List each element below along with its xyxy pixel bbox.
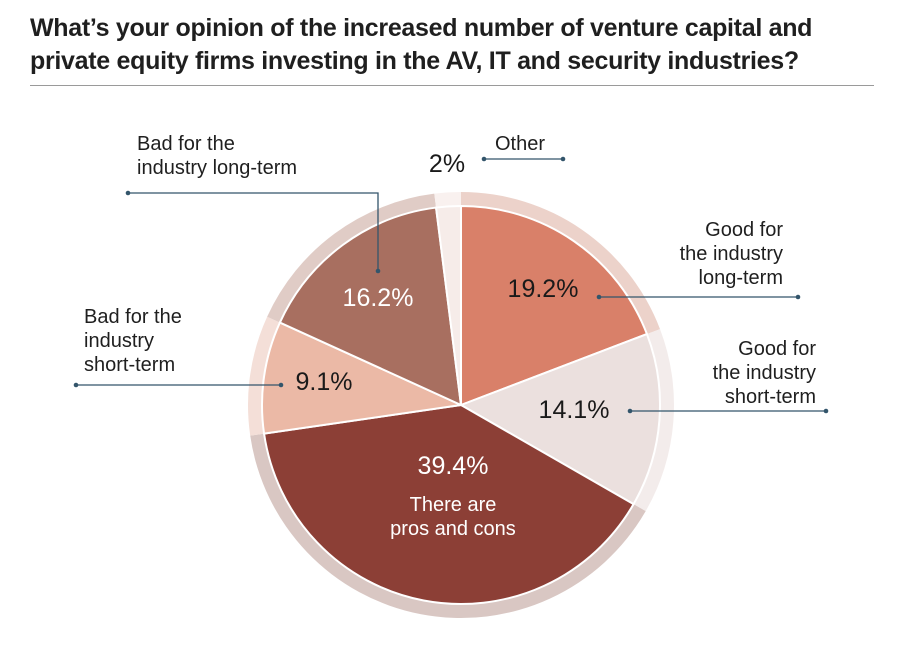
pie-slices (261, 204, 661, 605)
category-label-1-line-0: Good for (738, 338, 816, 360)
chart-title-line-2: private equity firms investing in the AV… (30, 47, 799, 75)
category-label-1-line-2: short-term (725, 386, 816, 408)
leader-dot-3-0 (73, 382, 79, 388)
leader-dot-5-1 (560, 156, 566, 162)
chart-title: What’s your opinion of the increased num… (30, 12, 880, 78)
title-divider (30, 85, 874, 86)
leader-dot-4-0 (125, 190, 131, 196)
value-label-0: 19.2% (508, 275, 579, 303)
value-label-4: 16.2% (343, 284, 414, 312)
leader-line-4 (128, 192, 379, 271)
category-label-4-line-0: Bad for the (137, 133, 235, 155)
pie-slice-2 (262, 403, 635, 605)
leader-dot-4-1 (375, 268, 381, 274)
category-label-2-line-1: pros and cons (390, 518, 516, 540)
category-label-4-line-1: industry long-term (137, 157, 297, 179)
pie-slice-1 (458, 332, 661, 506)
category-label-3-line-2: short-term (84, 354, 175, 376)
category-label-3-line-0: Bad for the (84, 306, 182, 328)
leader-dot-0-0 (596, 294, 602, 300)
value-label-3: 9.1% (296, 368, 353, 396)
category-label-0-line-0: Good for (705, 219, 783, 241)
category-label-5-line-0: Other (495, 133, 545, 155)
pie-slice-4 (278, 206, 463, 407)
pie-slice-3 (261, 321, 465, 435)
category-label-3-line-1: industry (84, 330, 154, 352)
leader-dot-0-1 (795, 294, 801, 300)
leader-dot-3-1 (278, 382, 284, 388)
category-label-0-line-2: long-term (699, 267, 783, 289)
value-label-5: 2% (429, 150, 465, 178)
category-label-1-line-1: the industry (713, 362, 816, 384)
leader-dot-5-0 (481, 156, 487, 162)
category-label-0-line-1: the industry (680, 243, 783, 265)
leader-lines (73, 156, 829, 414)
pie-slice-0 (460, 204, 649, 407)
leader-dot-1-0 (627, 408, 633, 414)
leader-dot-1-1 (823, 408, 829, 414)
pie-slice-5 (434, 204, 462, 406)
value-label-1: 14.1% (539, 396, 610, 424)
category-label-2-line-0: There are (410, 494, 497, 516)
chart-title-line-1: What’s your opinion of the increased num… (30, 14, 813, 42)
value-label-2: 39.4% (418, 452, 489, 480)
